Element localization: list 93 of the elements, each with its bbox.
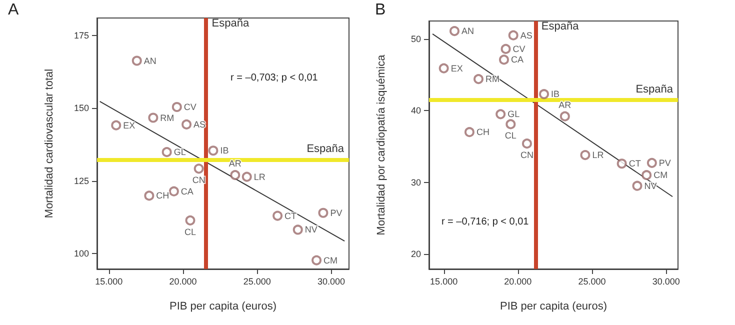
point [560,111,570,122]
data-label: AN [461,26,474,36]
x-axis-title: PIB per capita (euros) [170,300,276,312]
data-label: CH [156,190,170,201]
x-tick-label: 20.000 [169,276,197,286]
y-tick-label: 100 [74,248,89,259]
annotation: r = –0,703; p < 0,01 [230,72,318,84]
data-label: CT [284,210,298,221]
y-tick-label: 30 [410,177,421,188]
data-label: CL [504,130,516,141]
point [474,74,484,84]
data-label: CM [654,170,668,180]
ref-line-label: España [306,142,345,155]
data-label: CN [520,150,534,160]
point [144,190,154,201]
data-label: RM [160,112,174,123]
point [185,215,196,226]
point [230,170,240,180]
point [132,56,142,66]
point [642,170,652,180]
point [162,147,172,158]
point [292,224,303,235]
point [464,127,474,138]
data-label: AS [520,30,532,40]
x-tick-label: 25.000 [578,276,606,286]
data-label: CL [184,226,196,237]
data-label: GL [508,109,520,120]
point [208,146,218,156]
y-tick-label: 20 [410,248,421,259]
data-label: GL [174,147,186,158]
point [318,208,328,218]
point [522,138,532,149]
data-label: NV [304,224,318,235]
data-label: LR [254,172,266,182]
y-axis-title: Mortalidad por cardiopatía isquémica [376,54,388,236]
data-label: CV [512,44,526,54]
data-label: CA [180,186,194,196]
x-tick-label: 30.000 [317,276,345,286]
data-label: CA [510,54,524,65]
point [499,54,509,65]
data-label: EX [450,63,463,74]
chart-title: B [375,2,386,18]
point [438,63,449,74]
y-tick-label: 40 [410,106,421,116]
y-axis-title: Mortalidad cardiovascular total [44,68,56,218]
point [111,120,122,130]
point [646,158,657,168]
data-label: IB [220,146,229,156]
point [500,44,511,54]
data-label: PV [658,158,671,168]
point [450,26,460,36]
point [194,164,204,174]
y-tick-label: 125 [74,176,89,186]
x-tick-label: 30.000 [652,276,680,286]
data-label: PV [330,208,342,218]
data-label: RM [486,74,500,84]
point [539,89,550,100]
point [172,102,182,112]
ref-line-label: España [212,18,250,30]
y-tick-label: 150 [74,103,89,114]
point [496,109,506,120]
point [312,255,322,266]
point [632,180,642,191]
x-tick-label: 25.000 [243,276,271,286]
point [616,158,627,169]
data-label: CV [184,102,196,112]
point [508,30,518,40]
point [168,186,179,196]
y-tick-label: 50 [410,34,421,44]
x-tick-label: 15.000 [430,276,458,286]
point [580,150,590,160]
point [272,210,283,221]
chart-title: A [8,2,19,18]
data-label: EX [123,120,136,130]
ref-line-label: España [636,83,674,96]
x-tick-label: 15.000 [95,276,123,286]
point [148,112,158,123]
point [242,172,252,182]
data-label: LR [592,150,604,160]
data-label: AN [144,56,156,66]
point [506,119,516,130]
point [182,119,192,130]
annotation: r = –0,716; p < 0,01 [441,216,530,228]
data-label: CT [628,158,642,169]
x-axis-title: PIB per capita (euros) [500,300,607,312]
data-label: AR [558,100,572,110]
data-label: CM [324,255,338,266]
y-tick-label: 175 [74,30,89,40]
ref-line-label: España [541,20,580,32]
data-label: IB [551,89,560,100]
data-label: CH [476,127,490,138]
x-tick-label: 20.000 [504,276,532,286]
data-label: NV [644,180,657,191]
